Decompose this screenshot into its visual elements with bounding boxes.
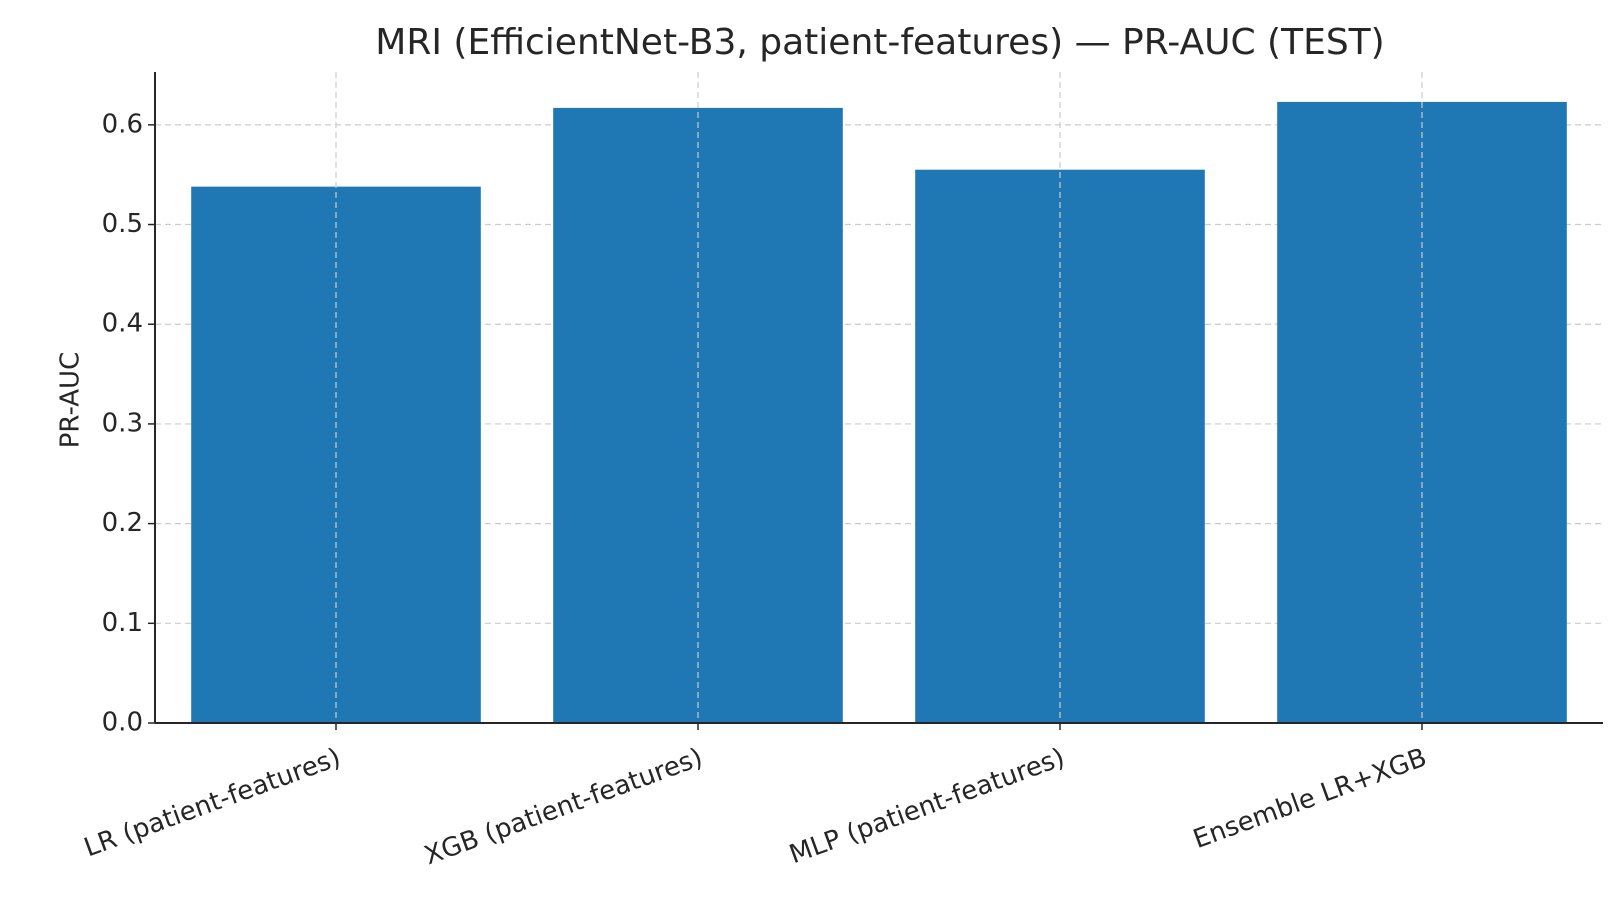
y-tick-label: 0.3	[102, 408, 143, 438]
x-tick-label: Ensemble LR+XGB	[1189, 743, 1430, 855]
bars	[191, 101, 1567, 724]
y-tick-labels: 0.0 0.1 0.2 0.3 0.4 0.5 0.6	[102, 109, 143, 737]
y-tick-label: 0.1	[102, 608, 143, 638]
y-tick-label: 0.6	[102, 109, 143, 139]
y-axis-label: PR-AUC	[56, 352, 86, 448]
x-tick-label: LR (patient-features)	[80, 743, 344, 864]
chart-title: MRI (EfficientNet-B3, patient-features) …	[375, 22, 1384, 63]
y-tick-label: 0.4	[102, 309, 143, 339]
x-tick-labels: LR (patient-features) XGB (patient-featur…	[80, 743, 1430, 872]
y-tick-label: 0.5	[102, 209, 143, 239]
axes	[148, 72, 1603, 730]
y-tick-label: 0.0	[102, 708, 143, 738]
x-tick-label: MLP (patient-features)	[785, 743, 1068, 871]
x-tick-label: XGB (patient-features)	[420, 743, 706, 872]
y-tick-label: 0.2	[102, 508, 143, 538]
